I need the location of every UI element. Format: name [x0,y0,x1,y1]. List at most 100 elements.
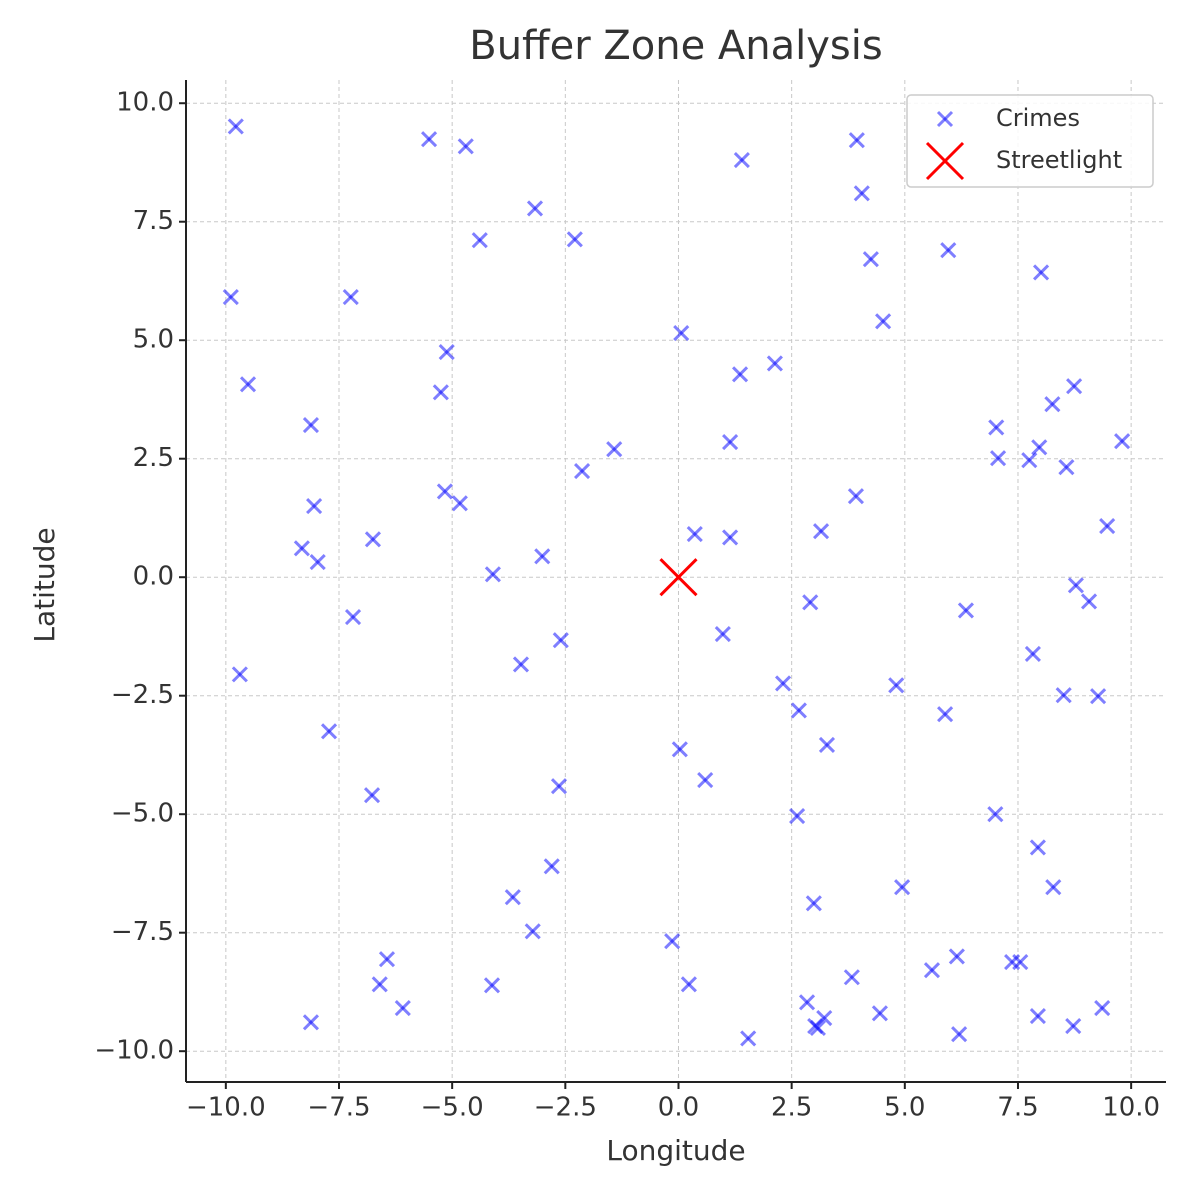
point [798,994,816,1011]
point [731,366,749,383]
point [471,232,488,249]
marker-stroke [363,787,381,804]
point [740,1030,757,1047]
marker-stroke [574,462,591,480]
legend-label: Streetlight [996,146,1122,174]
marker-stroke [534,548,551,565]
point [988,419,1005,436]
x-tick-label: −2.5 [534,1093,597,1123]
marker-stroke [1012,954,1029,971]
point [847,488,864,505]
point [722,434,739,451]
marker-stroke [937,706,954,723]
marker-stroke [306,498,323,515]
legend-marker [925,141,965,181]
marker-stroke [302,1014,319,1031]
marker-stroke [342,289,359,306]
point [843,969,860,986]
marker-stroke [504,889,521,906]
marker-stroke [1031,439,1048,456]
marker-stroke [378,951,396,968]
point [848,132,865,149]
point [526,200,544,217]
x-tick-label: −5.0 [421,1093,484,1123]
point [363,787,381,804]
marker-stroke [552,632,569,649]
point [512,656,530,673]
point [309,553,326,571]
point [774,675,792,692]
marker-stroke [320,723,338,740]
point [1045,879,1062,896]
x-tick-label: −10.0 [186,1093,266,1123]
point [293,540,310,557]
marker-stroke [818,736,836,754]
marker-stroke [948,948,965,965]
point [371,976,388,993]
marker-stroke [686,526,703,543]
marker-stroke [923,962,941,979]
point [722,529,739,546]
marker-stroke [936,110,954,128]
point [574,462,591,480]
point [790,702,807,719]
marker-stroke [1024,645,1041,663]
x-tick-label: 7.5 [997,1093,1038,1123]
marker-stroke [875,313,892,330]
point [809,1019,826,1037]
marker-stroke [766,355,783,372]
marker-stroke [722,434,739,451]
point [1012,954,1029,971]
y-tick-label: 7.5 [133,206,174,236]
marker-stroke [1114,433,1131,450]
marker-stroke [940,242,957,259]
point [1090,688,1107,705]
point [543,858,560,875]
point [990,450,1007,467]
marker-stroke [1065,1018,1082,1035]
marker-stroke [659,558,698,597]
marker-stroke [847,488,864,505]
marker-stroke [231,666,248,683]
point [552,632,569,649]
marker-stroke [483,977,501,994]
point [550,778,568,795]
point [805,895,822,912]
point [451,495,468,512]
marker-stroke [671,741,688,758]
point [948,948,965,965]
marker-stroke [990,450,1007,467]
x-tick-label: 0.0 [658,1093,699,1123]
marker-stroke [364,531,382,548]
marker-stroke [697,772,714,789]
point [789,808,806,825]
y-axis-label: Latitude [28,527,61,642]
point [1099,517,1116,535]
point [524,923,541,940]
marker-stroke [888,677,905,694]
point [818,736,836,754]
point [664,933,681,950]
marker-stroke [451,495,468,512]
marker-stroke [925,141,965,181]
marker-stroke [457,138,474,155]
marker-stroke [394,999,411,1017]
marker-stroke [1055,687,1072,704]
y-tick-label: 2.5 [133,443,174,473]
point [1094,999,1111,1017]
point [484,566,501,583]
point [1114,433,1131,450]
y-tick-label: −5.0 [111,799,174,829]
point [302,1014,319,1031]
marker-stroke [543,858,560,875]
point [802,594,819,611]
point [1029,839,1046,856]
point [239,376,257,393]
point [606,441,623,458]
marker-stroke [673,325,690,342]
marker-stroke [524,923,541,940]
marker-stroke [526,200,544,217]
point [766,355,783,372]
marker-stroke [843,969,860,986]
point [1029,1008,1046,1025]
